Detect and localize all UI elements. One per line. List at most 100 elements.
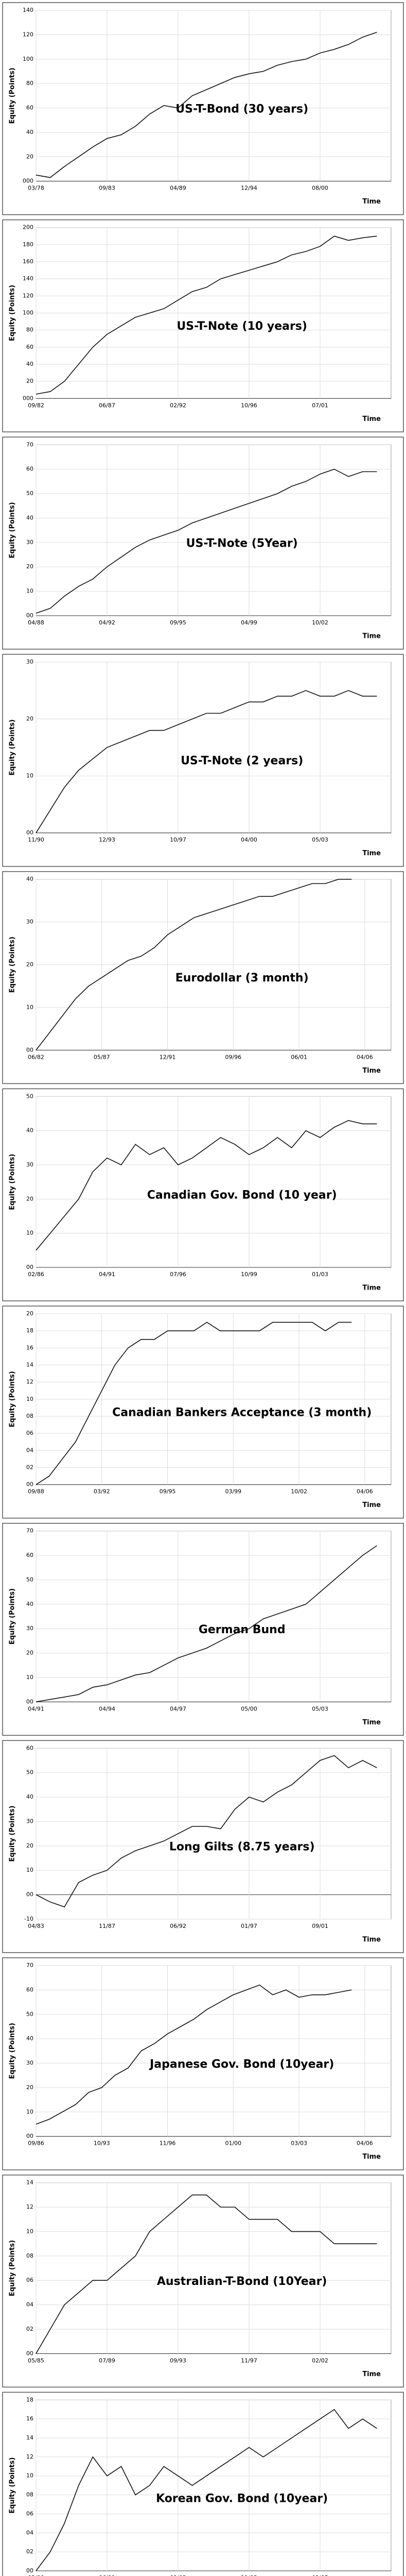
x-tick-label: 11/90 — [28, 837, 44, 843]
y-tick-label: 00 — [26, 2567, 33, 2574]
y-tick-label: 06 — [26, 1430, 33, 1436]
y-tick-label: 14 — [26, 1362, 33, 1368]
x-tick-label: 06/87 — [99, 402, 115, 409]
y-tick-label: 50 — [26, 1769, 33, 1776]
x-tick-label: 09/95 — [170, 619, 186, 626]
y-tick-label: 40 — [26, 1127, 33, 1134]
y-tick-label: 04 — [26, 2301, 33, 2308]
y-tick-label: 18 — [26, 2396, 33, 2403]
y-tick-label: 14 — [26, 2179, 33, 2186]
y-tick-label: 06 — [26, 2510, 33, 2517]
x-tick-label: 04/06 — [357, 2140, 373, 2147]
panel-border — [2, 654, 404, 867]
y-tick-label: 40 — [26, 2035, 33, 2042]
x-tick-label: 05/03 — [312, 837, 328, 843]
x-tick-label: 06/01 — [99, 2574, 115, 2576]
x-tick-label: 02/86 — [28, 1271, 44, 1278]
x-tick-label: 09/95 — [160, 1488, 176, 1495]
y-tick-label: -10 — [24, 1916, 33, 1922]
x-tick-label: 12/93 — [99, 837, 115, 843]
y-tick-label: 120 — [23, 31, 33, 38]
x-tick-label: 06/01 — [291, 1054, 307, 1060]
y-tick-label: 02 — [26, 1464, 33, 1471]
x-tick-label: 12/91 — [160, 1054, 176, 1060]
y-tick-label: 20 — [26, 1195, 33, 1202]
y-axis-label: Equity (Points) — [9, 1154, 16, 1210]
y-tick-label: 00 — [26, 2350, 33, 2357]
x-tick-label: 10/02 — [291, 1488, 307, 1495]
equity-line — [36, 1545, 377, 1703]
chart-title: Canadian Bankers Acceptance (3 month) — [112, 1406, 372, 1419]
y-tick-label: 00 — [26, 1264, 33, 1270]
equity-line — [36, 1755, 377, 1908]
y-tick-label: 30 — [26, 2060, 33, 2066]
y-tick-label: 10 — [26, 1230, 33, 1236]
y-axis-label: Equity (Points) — [9, 937, 16, 993]
y-tick-label: 180 — [23, 241, 33, 248]
plot-area — [36, 2399, 392, 2571]
y-axis-label: Equity (Points) — [9, 2240, 16, 2296]
y-axis-label: Equity (Points) — [9, 2023, 16, 2079]
y-tick-label: 60 — [26, 1986, 33, 1993]
x-tick-label: 10/93 — [94, 2140, 110, 2147]
x-tick-label: 04/83 — [28, 1923, 44, 1929]
y-tick-label: 10 — [26, 2228, 33, 2234]
x-tick-label: 03/03 — [291, 2140, 307, 2147]
plot-area — [36, 1531, 392, 1702]
equity-line — [36, 1321, 352, 1485]
y-tick-label: 00 — [26, 829, 33, 836]
y-tick-label: 60 — [26, 1744, 33, 1751]
plot-area — [36, 2182, 392, 2354]
plot-area — [36, 662, 392, 834]
x-tick-label: 04/88 — [28, 619, 44, 626]
y-tick-label: 30 — [26, 919, 33, 925]
y-tick-label: 08 — [26, 1413, 33, 1419]
y-tick-label: 200 — [23, 224, 33, 231]
y-tick-label: 12 — [26, 1379, 33, 1385]
y-tick-label: 000 — [23, 395, 33, 401]
y-tick-label: 40 — [26, 1793, 33, 1800]
x-tick-label: 09/01 — [312, 1923, 328, 1929]
y-tick-label: 10 — [26, 2108, 33, 2115]
panel-border — [2, 1088, 404, 1301]
x-tick-label: 09/88 — [28, 1488, 44, 1495]
chart-title: US-T-Bond (30 years) — [175, 103, 308, 115]
y-tick-label: 30 — [26, 1625, 33, 1632]
y-tick-label: 70 — [26, 441, 33, 448]
x-tick-label: 08/00 — [312, 185, 328, 192]
chart-title: US-T-Note (5Year) — [186, 537, 298, 550]
y-tick-label: 50 — [26, 1093, 33, 1099]
y-tick-label: 20 — [26, 961, 33, 968]
chart-title: US-T-Note (2 years) — [181, 754, 303, 767]
panel-border — [2, 436, 404, 650]
x-tick-label: 05/00 — [241, 1705, 257, 1712]
x-tick-label: 11/87 — [99, 1923, 115, 1929]
y-axis-label: Equity (Points) — [9, 2458, 16, 2514]
x-tick-label: 07/01 — [312, 402, 328, 409]
panel-border — [2, 1522, 404, 1736]
x-axis-label: Time — [362, 850, 381, 857]
x-tick-label: 06/82 — [28, 1054, 44, 1060]
y-tick-label: 40 — [26, 129, 33, 135]
x-tick-label: 11/97 — [241, 2357, 257, 2364]
y-tick-label: 30 — [26, 539, 33, 546]
y-axis-label: Equity (Points) — [9, 719, 16, 775]
y-tick-label: 20 — [26, 563, 33, 570]
y-tick-label: 16 — [26, 1344, 33, 1351]
x-tick-label: 07/89 — [99, 2357, 115, 2364]
panel-border — [2, 2174, 404, 2388]
y-tick-label: 10 — [26, 1867, 33, 1873]
y-tick-label: 60 — [26, 105, 33, 111]
y-tick-label: 50 — [26, 1576, 33, 1583]
chart-title: US-T-Note (10 years) — [176, 320, 307, 333]
x-tick-label: 12/94 — [241, 185, 257, 192]
panel-border — [2, 2392, 404, 2576]
y-tick-label: 100 — [23, 310, 33, 316]
y-tick-label: 00 — [26, 1046, 33, 1053]
y-tick-label: 00 — [26, 1698, 33, 1705]
panel-border — [2, 2, 404, 215]
equity-line — [36, 1984, 352, 2125]
y-tick-label: 10 — [26, 1396, 33, 1402]
y-tick-label: 10 — [26, 1674, 33, 1681]
